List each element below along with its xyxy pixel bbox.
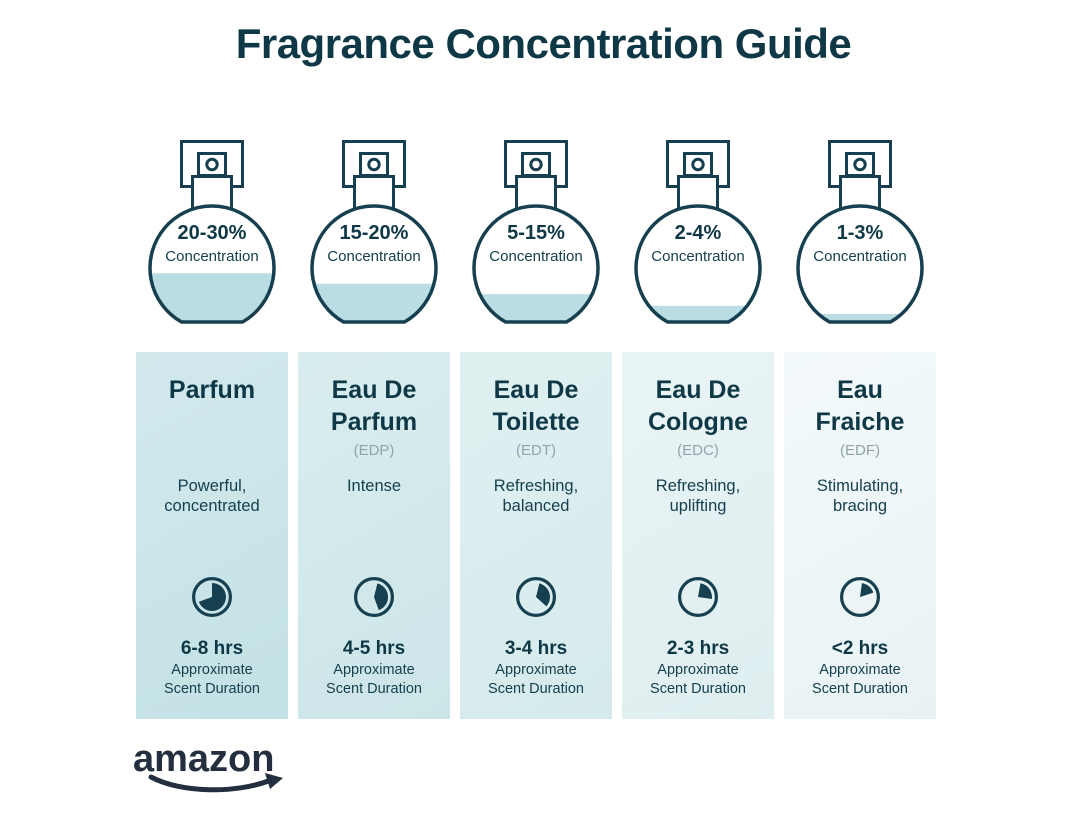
amazon-smile-icon	[148, 773, 283, 793]
clock-icon	[678, 577, 718, 617]
scent-duration-caption: Approximate Scent Duration	[784, 661, 936, 699]
clock-icon	[516, 577, 556, 617]
fragrance-description: Refreshing, balanced	[493, 477, 579, 516]
fragrance-description: Refreshing, uplifting	[655, 477, 741, 516]
spray-nozzle-icon	[367, 157, 381, 172]
column-card-parfum: Parfum Powerful, concentrated 6-8 hrs Appr…	[136, 352, 288, 719]
fragrance-description: Intense	[346, 477, 402, 495]
clock-wrap	[136, 575, 288, 619]
spray-nozzle-icon	[691, 157, 705, 172]
scent-duration-caption-text: Approximate Scent Duration	[812, 662, 908, 697]
fragrance-abbreviation: (EDF)	[840, 442, 880, 459]
perfume-bottle-eau-de-toilette: 5-15% Concentration	[460, 138, 612, 336]
scent-duration-value: 4-5 hrs	[342, 638, 406, 659]
bottle-concentration-label: Concentration	[651, 248, 744, 265]
column-card-eau-fraiche: Eau Fraiche (EDF) Stimulating, bracing <2 …	[784, 352, 936, 719]
spray-nozzle-icon	[205, 157, 219, 172]
bottle-concentration-value: 2-4%	[675, 222, 722, 244]
column-card-eau-de-toilette: Eau De Toilette (EDT) Refreshing, balanced…	[460, 352, 612, 719]
bottles-row: 20-30% Concentration 15-20% Concentratio…	[136, 138, 936, 336]
scent-duration-value: 3-4 hrs	[504, 638, 568, 659]
clock-wrap	[298, 575, 450, 619]
scent-duration-caption: Approximate Scent Duration	[298, 661, 450, 699]
clock-wrap	[622, 575, 774, 619]
fragrance-name: Eau De Toilette	[492, 376, 580, 436]
bottle-concentration-label: Concentration	[489, 248, 582, 265]
scent-duration-value: 6-8 hrs	[180, 638, 244, 659]
spray-nozzle-icon	[529, 157, 543, 172]
column-card-eau-de-cologne: Eau De Cologne (EDC) Refreshing, uplifting…	[622, 352, 774, 719]
scent-duration-caption: Approximate Scent Duration	[136, 661, 288, 699]
fragrance-description: Powerful, concentrated	[164, 477, 260, 516]
perfume-bottle-eau-de-parfum: 15-20% Concentration	[298, 138, 450, 336]
bottle-liquid-fill	[797, 313, 922, 322]
perfume-bottle-icon: 1-3% Concentration	[796, 140, 924, 324]
bottle-liquid-fill	[473, 294, 598, 322]
fragrance-name: Eau De Parfum	[330, 376, 418, 436]
columns-row: Parfum Powerful, concentrated 6-8 hrs Appr…	[136, 352, 936, 719]
scent-duration-caption-text: Approximate Scent Duration	[164, 662, 260, 697]
bottle-concentration-value: 15-20%	[340, 222, 409, 244]
bottle-liquid-fill	[311, 283, 436, 322]
fragrance-abbreviation: (EDC)	[677, 442, 719, 459]
scent-duration-value: 2-3 hrs	[666, 638, 730, 659]
clock-icon	[192, 577, 232, 617]
perfume-bottle-icon: 5-15% Concentration	[472, 140, 600, 324]
scent-duration-value: <2 hrs	[831, 638, 889, 659]
page-title: Fragrance Concentration Guide	[235, 20, 852, 67]
bottle-liquid-fill	[149, 273, 274, 322]
bottle-concentration-value: 1-3%	[837, 222, 884, 244]
amazon-logo: amazon	[133, 740, 291, 797]
clock-wrap	[460, 575, 612, 619]
scent-duration-caption: Approximate Scent Duration	[460, 661, 612, 699]
bottle-concentration-label: Concentration	[813, 248, 906, 265]
perfume-bottle-parfum: 20-30% Concentration	[136, 138, 288, 336]
fragrance-abbreviation: (EDP)	[353, 442, 395, 459]
bottle-liquid-fill	[635, 305, 760, 322]
bottle-concentration-value: 20-30%	[178, 222, 247, 244]
bottle-concentration-label: Concentration	[327, 248, 420, 265]
amazon-logo-text: amazon	[133, 738, 275, 780]
clock-wrap	[784, 575, 936, 619]
scent-duration-caption: Approximate Scent Duration	[622, 661, 774, 699]
bottle-concentration-label: Concentration	[165, 248, 258, 265]
fragrance-name: Parfum	[168, 376, 256, 404]
fragrance-abbreviation: (EDT)	[516, 442, 556, 459]
clock-icon	[354, 577, 394, 617]
perfume-bottle-icon: 15-20% Concentration	[310, 140, 438, 324]
fragrance-name: Eau Fraiche	[815, 376, 905, 436]
spray-nozzle-icon	[853, 157, 867, 172]
column-card-eau-de-parfum: Eau De Parfum (EDP) Intense 4-5 hrs Approxi…	[298, 352, 450, 719]
bottle-concentration-value: 5-15%	[507, 222, 565, 244]
perfume-bottle-icon: 2-4% Concentration	[634, 140, 762, 324]
clock-icon	[840, 577, 880, 617]
fragrance-name: Eau De Cologne	[648, 376, 748, 436]
fragrance-description: Stimulating, bracing	[816, 477, 904, 516]
perfume-bottle-icon: 20-30% Concentration	[148, 140, 276, 324]
scent-duration-caption-text: Approximate Scent Duration	[488, 662, 584, 697]
perfume-bottle-eau-fraiche: 1-3% Concentration	[784, 138, 936, 336]
perfume-bottle-eau-de-cologne: 2-4% Concentration	[622, 138, 774, 336]
scent-duration-caption-text: Approximate Scent Duration	[326, 662, 422, 697]
scent-duration-caption-text: Approximate Scent Duration	[650, 662, 746, 697]
